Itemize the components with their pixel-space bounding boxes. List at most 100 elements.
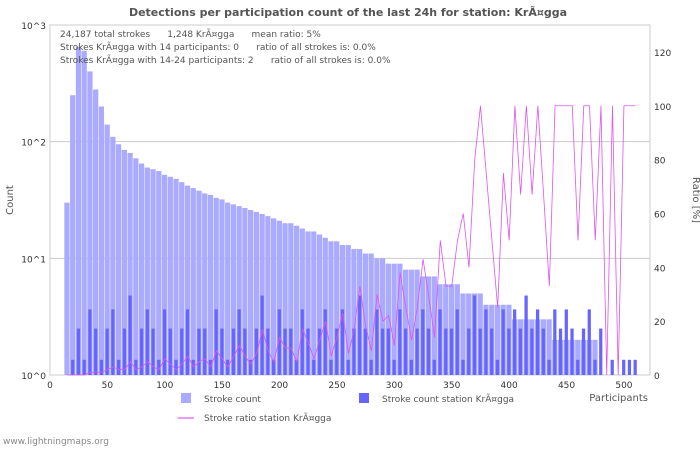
stroke-count-bars (64, 46, 598, 376)
station-count-bar (197, 328, 201, 375)
station-count-bar (564, 309, 568, 375)
station-count-bar (633, 359, 637, 375)
x-tick-label: 300 (386, 381, 403, 391)
station-count-bar (535, 309, 540, 375)
station-count-bar (409, 359, 413, 375)
station-count-bar (208, 359, 213, 375)
station-count-bar (243, 328, 247, 375)
station-count-bar (162, 309, 167, 375)
station-count-bar (593, 359, 597, 375)
legend-label-ratio: Stroke ratio station KrÃ¤gga (204, 413, 331, 424)
stroke-count-bar (276, 220, 282, 375)
station-count-bar (180, 328, 184, 375)
station-count-bar (145, 309, 149, 375)
stroke-count-bar (316, 234, 323, 375)
station-count-bar (237, 309, 241, 375)
station-count-bar (392, 359, 396, 375)
y2-axis-label: Ratio [%] (690, 177, 700, 223)
stroke-count-bar (391, 263, 397, 375)
station-count-bar (363, 328, 368, 375)
stroke-count-bar (248, 209, 254, 375)
station-count-bar (444, 328, 448, 375)
stroke-count-bar (167, 176, 173, 375)
annotation-14-24-participants: Strokes KrÃ¤gga with 14-24 participants:… (60, 56, 391, 66)
stroke-count-bar (213, 197, 219, 375)
station-count-bar (386, 328, 390, 375)
stroke-count-bar (173, 178, 179, 375)
station-count-bar (513, 309, 517, 375)
stroke-count-bar (184, 185, 191, 375)
chart-title: Detections per participation count of th… (129, 6, 567, 19)
stroke-count-bar (207, 194, 214, 375)
station-count-bar (168, 328, 172, 375)
x-tick-label: 400 (501, 381, 518, 391)
stroke-count-bar (110, 136, 116, 375)
station-count-bar (231, 328, 236, 375)
stroke-count-bar (161, 174, 168, 375)
stroke-count-bar (133, 158, 139, 375)
stroke-count-bar (259, 213, 265, 375)
stroke-count-bar (104, 124, 110, 375)
ratio-line-group (67, 105, 636, 376)
stroke-count-bar (345, 245, 351, 375)
station-count-bar (214, 309, 218, 375)
station-count-bar (524, 295, 528, 375)
footer-link[interactable]: www.lightningmaps.org (3, 437, 109, 447)
station-count-bar (553, 309, 557, 375)
y2-tick-label: 100 (654, 103, 671, 113)
station-count-bar (438, 309, 442, 375)
stroke-count-bar (156, 171, 162, 375)
station-count-bar (283, 328, 287, 375)
station-count-bar (558, 328, 563, 375)
stroke-count-bar (265, 216, 271, 375)
stroke-count-bar (116, 144, 122, 375)
stroke-count-bar (408, 269, 414, 375)
stroke-count-bar (592, 339, 598, 375)
station-count-bar (570, 328, 574, 375)
x-tick-label: 50 (102, 381, 114, 391)
station-count-bar (576, 359, 580, 375)
station-count-bar (403, 328, 408, 375)
stroke-count-bar (368, 253, 374, 375)
station-count-bar (220, 328, 224, 375)
station-count-bar (151, 328, 155, 375)
stroke-count-bar (93, 89, 99, 375)
station-count-bar (294, 359, 299, 375)
stroke-count-bar (70, 95, 76, 376)
stroke-count-bar (431, 276, 437, 375)
station-count-bar (501, 309, 505, 375)
y2-tick-label: 0 (654, 372, 660, 382)
stroke-count-bar (230, 204, 237, 375)
stroke-count-bar (81, 50, 87, 375)
x-tick-label: 250 (328, 381, 345, 391)
station-count-bar (490, 328, 494, 375)
y2-tick-label: 80 (654, 157, 666, 167)
station-count-bar (581, 328, 586, 375)
stroke-count-bar (305, 231, 311, 375)
station-count-bar (111, 309, 115, 375)
station-count-bar (369, 359, 373, 375)
stroke-count-bar (402, 269, 409, 375)
station-count-bar (71, 359, 75, 375)
station-count-bar (271, 359, 276, 375)
axis-ticks: 10^010^110^210^30 50 100 150 200 250 300 350 400… (21, 22, 671, 391)
stroke-count-bar (196, 190, 202, 375)
station-count-bar (426, 328, 431, 375)
station-count-bar (507, 328, 511, 375)
station-count-bar (329, 359, 333, 375)
station-count-bar (174, 359, 178, 375)
legend-label-total: Stroke count (204, 395, 261, 405)
station-count-bar (260, 295, 264, 375)
station-count-bar (99, 359, 104, 375)
x-tick-label: 450 (558, 381, 575, 391)
station-count-bar (627, 359, 632, 375)
station-count-bar (375, 309, 379, 375)
stroke-count-bar (282, 223, 288, 375)
station-count-bar (484, 309, 488, 375)
station-count-bar (599, 328, 603, 375)
station-count-bar (122, 328, 126, 375)
station-count-bar (105, 328, 109, 375)
stroke-count-bar (179, 182, 185, 375)
station-count-bar (134, 359, 138, 375)
stroke-count-bar (236, 206, 242, 375)
